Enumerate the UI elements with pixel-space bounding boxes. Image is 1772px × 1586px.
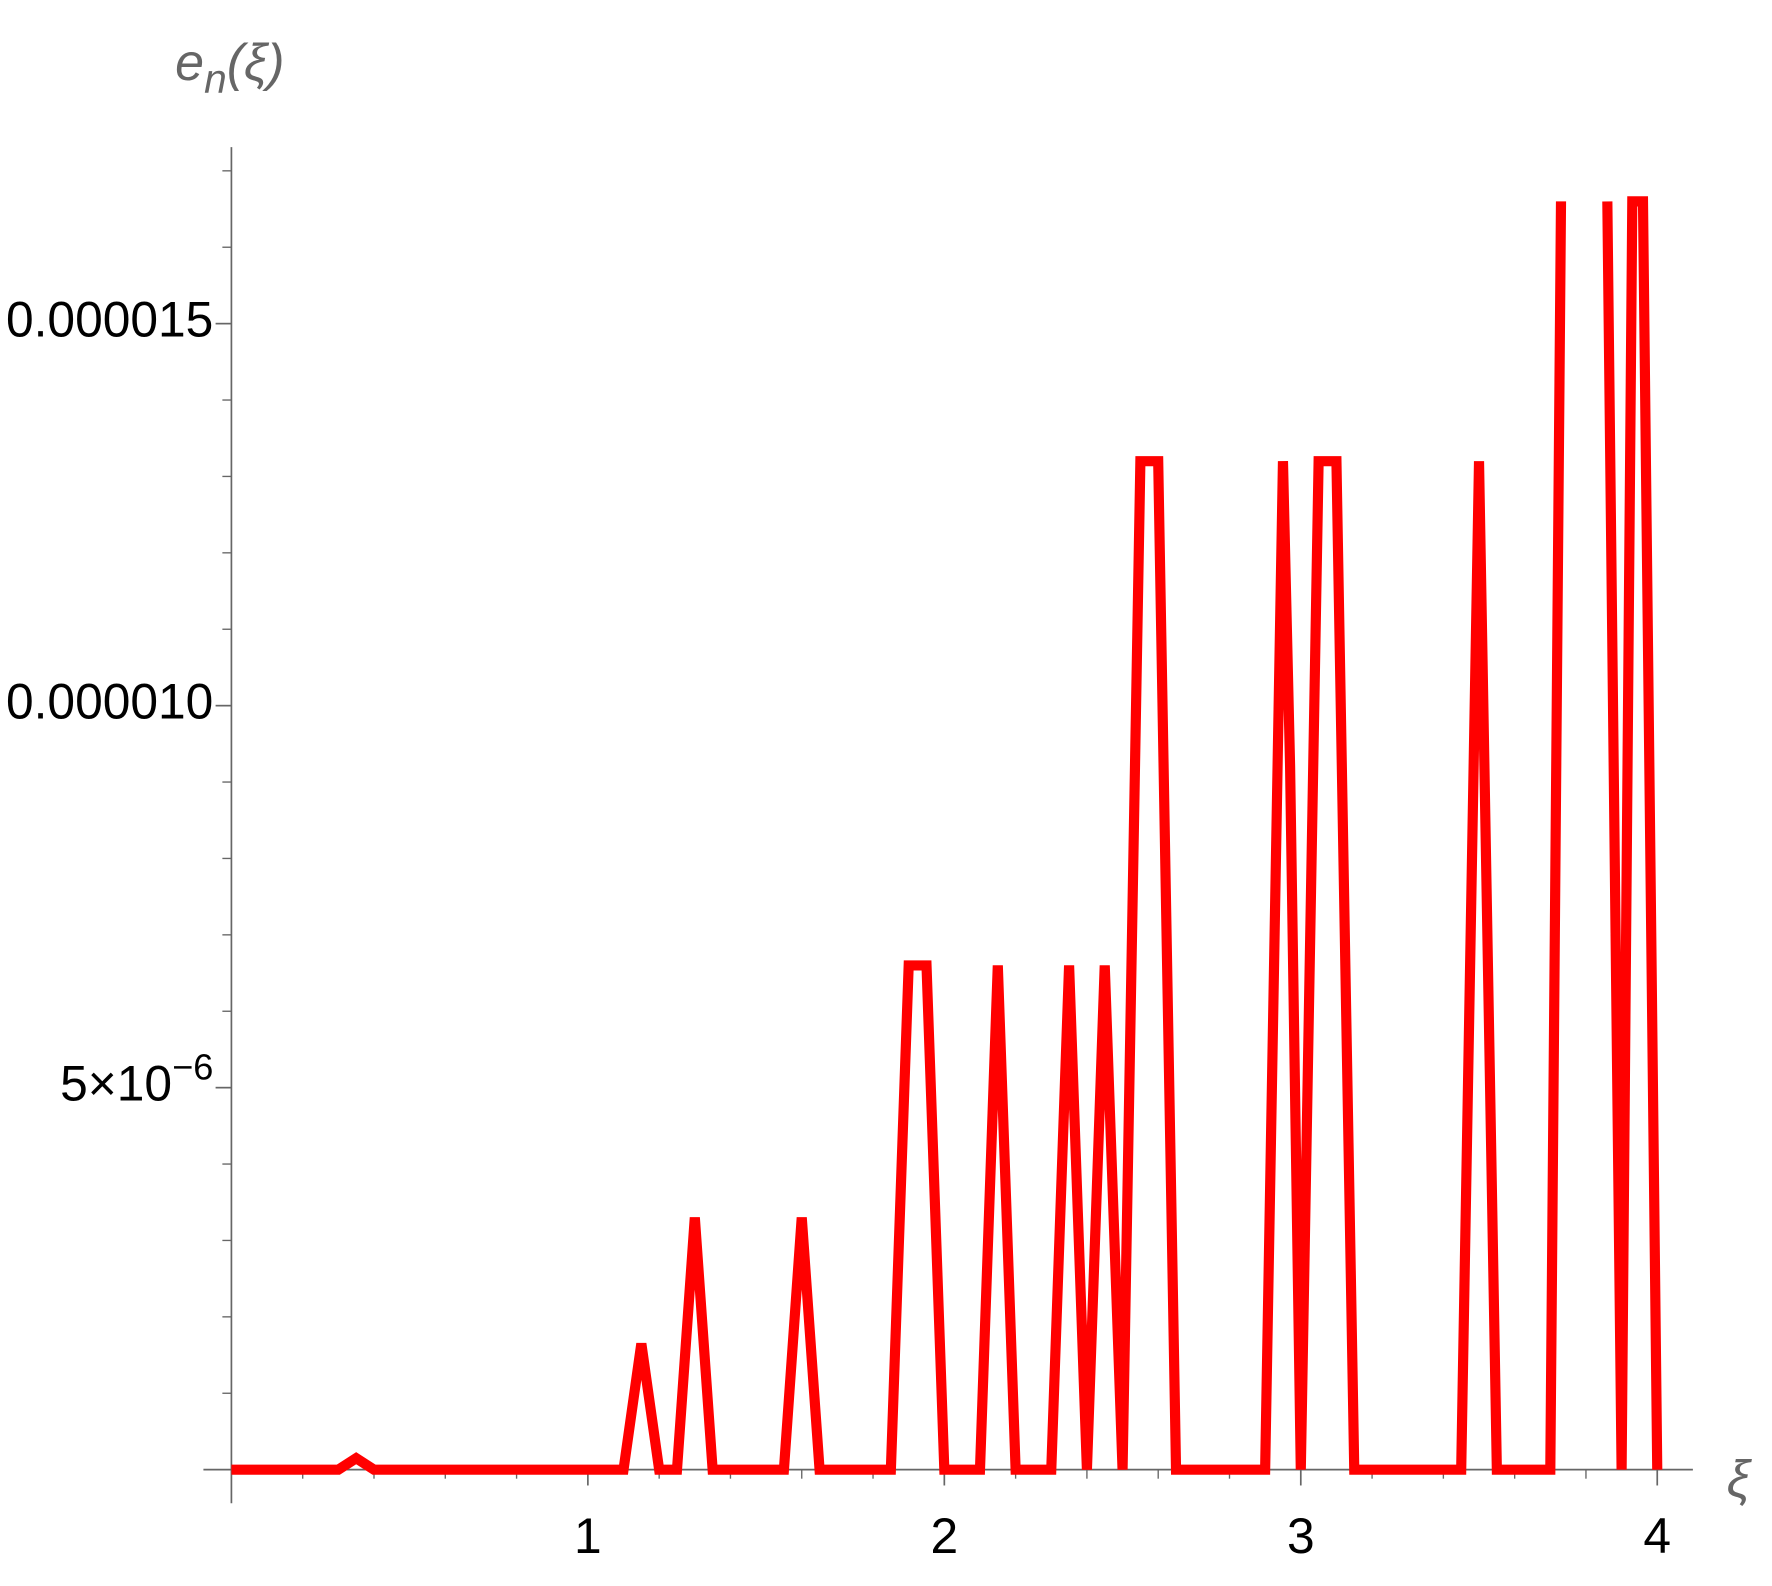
x-tick-label: 4 [1643,1508,1671,1564]
x-axis-label: ξ [1727,1451,1753,1509]
y-tick-label: 0.000010 [6,674,213,730]
data-line [231,196,1663,1475]
x-tick-label: 3 [1287,1508,1315,1564]
y-tick-label-text: 0.000010 [6,674,213,730]
y-axis-label: en(ξ) [175,34,284,102]
y-tick-label-exponent: −6 [172,1046,213,1087]
y-tick-label: 0.000015 [6,292,213,348]
x-tick-label: 2 [931,1508,959,1564]
y-tick-label-text: 5×10 [60,1056,172,1112]
y-tick-label: 5×10−6 [60,1046,213,1112]
y-tick-label-text: 0.000015 [6,292,213,348]
x-tick-label: 1 [574,1508,602,1564]
